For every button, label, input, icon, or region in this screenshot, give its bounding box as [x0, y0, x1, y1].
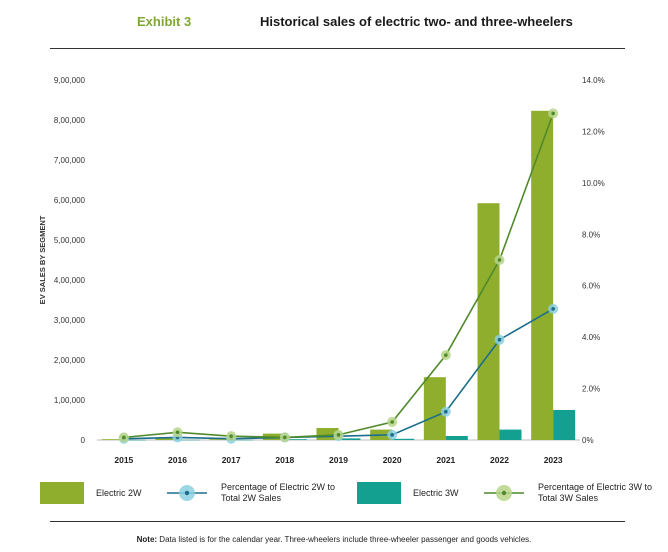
line-series — [118, 108, 559, 444]
pct-2w-marker-dot — [390, 433, 394, 437]
pct-3w-legend-dot — [501, 490, 507, 496]
legend-label-electric-2w: Electric 2W — [96, 487, 142, 498]
y-tick-label: 8,00,000 — [54, 116, 86, 125]
y2-tick-label: 0% — [582, 436, 594, 445]
legend-swatch-electric-2w — [40, 482, 84, 504]
bottom-rule — [50, 521, 625, 522]
y-tick-label: 4,00,000 — [54, 276, 86, 285]
legend-item-pct-2w: Percentage of Electric 2W to Total 2W Sa… — [165, 482, 335, 504]
x-tick-label: 2020 — [383, 455, 402, 465]
y-axis-title: EV SALES BY SEGMENT — [38, 215, 47, 304]
exhibit-label: Exhibit 3 — [137, 14, 192, 29]
bar-electric-3w — [123, 439, 146, 441]
bar-electric-2w — [155, 438, 178, 440]
y-tick-label: 2,00,000 — [54, 356, 86, 365]
bar-electric-3w — [177, 439, 200, 441]
legend-swatch-electric-3w — [357, 482, 401, 504]
y-tick-label: 0 — [81, 436, 86, 445]
bar-electric-3w — [392, 438, 415, 440]
x-tick-label: 2015 — [114, 455, 133, 465]
legend: Electric 2W Percentage of Electric 2W to… — [0, 478, 668, 514]
x-tick-label: 2018 — [275, 455, 294, 465]
legend-label-electric-3w: Electric 3W — [413, 487, 459, 498]
y2-tick-label: 14.0% — [582, 76, 605, 85]
bar-electric-3w — [284, 439, 307, 440]
x-tick-label: 2017 — [222, 455, 241, 465]
bar-electric-3w — [338, 438, 361, 440]
pct-3w-marker-dot — [175, 430, 180, 435]
x-tick-label: 2022 — [490, 455, 509, 465]
legend-label-pct-3w: Percentage of Electric 3W to Total 3W Sa… — [538, 482, 652, 504]
x-tick-label: 2019 — [329, 455, 348, 465]
pct-3w-marker-dot — [444, 353, 448, 357]
y-tick-label: 6,00,000 — [54, 196, 86, 205]
y2-tick-label: 4.0% — [582, 333, 600, 342]
pct-2w-marker-dot — [497, 337, 502, 342]
legend-label-pct-2w-line2: Total 2W Sales — [221, 493, 282, 503]
y-tick-label: 5,00,000 — [54, 236, 86, 245]
bar-electric-2w — [477, 203, 500, 440]
y2-tick-label: 10.0% — [582, 179, 605, 188]
legend-label-pct-3w-line1: Percentage of Electric 3W to — [538, 482, 653, 492]
bar-electric-2w — [209, 439, 232, 440]
top-rule — [50, 48, 625, 49]
y2-tick-label: 12.0% — [582, 127, 605, 136]
pct-3w-marker-dot — [551, 111, 555, 116]
pct-3w-marker-dot — [283, 435, 287, 440]
legend-swatch-pct-3w — [484, 485, 524, 501]
pct-2w-legend-dot — [184, 490, 190, 496]
y2-tick-label: 2.0% — [582, 385, 600, 394]
legend-item-pct-3w: Percentage of Electric 3W to Total 3W Sa… — [482, 482, 652, 504]
bar-series — [101, 110, 576, 441]
bar-electric-3w — [445, 436, 468, 440]
y2-tick-label: 8.0% — [582, 230, 600, 239]
pct-3w-marker-dot — [122, 435, 126, 440]
legend-label-pct-2w: Percentage of Electric 2W to Total 2W Sa… — [221, 482, 335, 504]
legend-label-pct-3w-line2: Total 3W Sales — [538, 493, 599, 503]
footnote: Note: Data listed is for the calendar ye… — [0, 535, 668, 544]
legend-item-electric-2w: Electric 2W — [40, 482, 142, 504]
chart-title: Historical sales of electric two- and th… — [260, 14, 573, 29]
y-tick-label: 7,00,000 — [54, 156, 86, 165]
chart-canvas: 0 1,00,000 2,00,000 3,00,000 4,00,000 5,00,00… — [38, 76, 605, 465]
y2-tick-label: 6.0% — [582, 282, 600, 291]
pct-3w-marker-dot — [497, 258, 502, 262]
bar-electric-2w — [531, 110, 554, 441]
bar-electric-3w — [553, 410, 576, 440]
y-tick-label: 1,00,000 — [54, 396, 86, 405]
bar-electric-2w — [101, 439, 124, 440]
x-tick-label: 2021 — [436, 455, 455, 465]
footnote-label: Note: — [136, 535, 158, 544]
y-tick-label: 3,00,000 — [54, 316, 86, 325]
pct-2w-marker-dot — [551, 307, 555, 311]
axis-labels: 0 1,00,000 2,00,000 3,00,000 4,00,000 5,00,00… — [38, 76, 605, 465]
pct-3w-marker-dot — [390, 420, 394, 424]
bar-electric-3w — [231, 439, 254, 441]
bar-electric-3w — [499, 429, 522, 440]
pct-3w-marker-dot — [229, 434, 233, 438]
bar-electric-2w — [423, 377, 446, 440]
footnote-text: Data listed is for the calendar year. Th… — [157, 535, 532, 544]
pct-2w-marker-dot — [444, 409, 448, 414]
y-tick-label: 9,00,000 — [54, 76, 86, 85]
legend-label-pct-2w-line1: Percentage of Electric 2W to — [221, 482, 336, 492]
legend-swatch-pct-2w — [167, 485, 207, 501]
x-tick-label: 2016 — [168, 455, 187, 465]
legend-item-electric-3w: Electric 3W — [357, 482, 459, 504]
pct-3w-marker-dot — [336, 433, 341, 437]
x-tick-label: 2023 — [544, 455, 563, 465]
